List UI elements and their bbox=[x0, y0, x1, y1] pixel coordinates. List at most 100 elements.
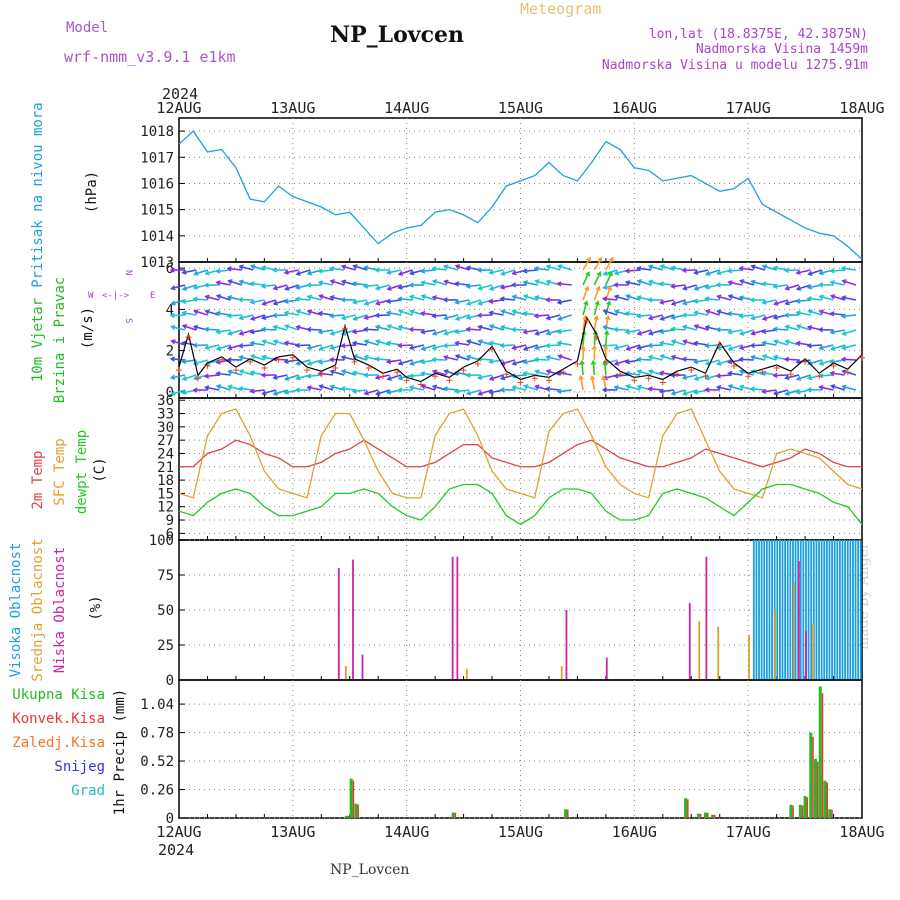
wind-arrow-head bbox=[181, 375, 188, 381]
wind-gust-marker bbox=[560, 369, 567, 376]
wind-arrow-head bbox=[237, 343, 244, 349]
wind-arrow bbox=[546, 356, 561, 361]
wind-arrow bbox=[694, 269, 709, 274]
y-tick-label: 0.78 bbox=[140, 726, 174, 742]
wind-arrow-head bbox=[658, 370, 665, 376]
wind-arrow bbox=[342, 370, 356, 376]
wind-arrow-head bbox=[682, 285, 688, 291]
wind-arrow-head bbox=[613, 309, 620, 315]
wind-arrow-head bbox=[488, 358, 494, 365]
wind-arrow-head bbox=[715, 326, 721, 333]
wind-arrow bbox=[535, 370, 550, 376]
wind-arrow-head bbox=[636, 295, 642, 301]
wind-arrow-head bbox=[271, 267, 278, 273]
wind-arrow-head bbox=[784, 374, 790, 381]
wind-arrow bbox=[728, 294, 743, 301]
wind-arrow-head bbox=[817, 327, 824, 333]
wind-arrow bbox=[593, 257, 603, 271]
wind-arrow-head bbox=[818, 294, 824, 300]
wind-arrow-head bbox=[181, 269, 187, 275]
y-tick-label: 24 bbox=[157, 446, 174, 462]
wind-arrow bbox=[318, 269, 333, 273]
wind-arrow-head bbox=[772, 265, 778, 271]
wind-arrow-head bbox=[386, 375, 392, 381]
high-cloud-bar bbox=[812, 540, 815, 680]
wind-gust-marker bbox=[275, 356, 282, 363]
wind-arrow-head bbox=[351, 340, 358, 347]
wind-arrow bbox=[579, 376, 584, 391]
wind-arrow bbox=[558, 314, 572, 321]
wind-arrow-head bbox=[597, 256, 603, 262]
wind-arrow bbox=[216, 294, 231, 301]
wind-arrow bbox=[182, 324, 197, 331]
wind-arrow bbox=[716, 374, 731, 377]
wind-arrow-head bbox=[647, 354, 654, 361]
wind-arrow-head bbox=[363, 283, 369, 289]
wind-arrow-head bbox=[545, 369, 551, 375]
wind-arrow bbox=[694, 324, 709, 331]
high-cloud-bar bbox=[765, 540, 768, 680]
wind-arrow-head bbox=[738, 295, 744, 301]
wind-arrow-head bbox=[636, 265, 642, 272]
wind-arrow-head bbox=[534, 330, 540, 336]
wind-gust-marker bbox=[617, 371, 624, 378]
wind-arrow bbox=[296, 269, 311, 276]
wind-arrow-head bbox=[295, 284, 301, 290]
wind-arrow-head bbox=[716, 309, 722, 315]
wind-arrow bbox=[773, 374, 788, 377]
wind-arrow-head bbox=[499, 387, 505, 393]
wind-arrow bbox=[649, 329, 663, 335]
wind-arrow bbox=[682, 374, 697, 379]
precip-bar-conv bbox=[347, 815, 350, 818]
wind-arrow bbox=[478, 284, 493, 290]
wind-arrow bbox=[387, 269, 402, 274]
wind-arrow-head bbox=[203, 326, 210, 333]
wind-arrow bbox=[535, 329, 550, 335]
wind-arrow-head bbox=[170, 324, 176, 331]
wind-arrow-head bbox=[556, 299, 562, 305]
wind-arrow bbox=[284, 359, 299, 363]
panel-precip: 0 0.26 0.52 0.78 1.04 bbox=[140, 679, 863, 827]
high-cloud-bar bbox=[794, 540, 797, 680]
wind-arrow bbox=[614, 310, 629, 316]
wind-arrow-head bbox=[522, 345, 529, 351]
y-tick-label: 18 bbox=[157, 473, 174, 489]
wind-arrow-head bbox=[408, 373, 414, 379]
wind-arrow bbox=[353, 299, 368, 304]
wind-arrow-head bbox=[533, 295, 540, 301]
wind-arrow bbox=[614, 386, 629, 391]
wind-arrow bbox=[762, 389, 777, 393]
wind-arrow-head bbox=[454, 354, 461, 360]
wind-arrow bbox=[557, 299, 572, 304]
wind-arrow-head bbox=[261, 300, 267, 306]
wind-arrow-head bbox=[272, 285, 278, 291]
wind-arrow bbox=[228, 329, 243, 335]
wind-arrow-head bbox=[204, 294, 210, 300]
wind-arrow-head bbox=[226, 313, 232, 319]
wind-speed-line bbox=[178, 315, 863, 383]
wind-arrow bbox=[762, 354, 777, 361]
wind-arrow-head bbox=[204, 344, 210, 351]
cloud-unit: (%) bbox=[88, 595, 104, 620]
wind-arrow-head bbox=[580, 344, 586, 350]
y-tick-label: 25 bbox=[157, 638, 174, 654]
wind-arrow-head bbox=[591, 344, 598, 350]
wind-arrow bbox=[489, 269, 504, 274]
wind-arrow bbox=[593, 286, 600, 301]
wind-arrow-head bbox=[658, 281, 665, 287]
wind-arrow-head bbox=[841, 279, 847, 285]
wind-arrow-head bbox=[750, 279, 756, 285]
wind-arrow bbox=[227, 267, 242, 271]
wind-arrow-head bbox=[295, 270, 301, 276]
wind-arrow-head bbox=[613, 345, 619, 351]
wind-gust-marker bbox=[716, 342, 723, 349]
wind-arrow bbox=[341, 356, 356, 361]
high-cloud-bar bbox=[792, 540, 794, 680]
wind-arrow bbox=[216, 372, 231, 376]
wind-arrow-head bbox=[397, 324, 403, 331]
high-cloud-bar bbox=[844, 540, 847, 680]
wind-arrow bbox=[705, 269, 720, 276]
wind-arrow bbox=[831, 384, 845, 391]
wind-arrow-head bbox=[511, 294, 517, 300]
wind-arrow-head bbox=[284, 285, 290, 291]
